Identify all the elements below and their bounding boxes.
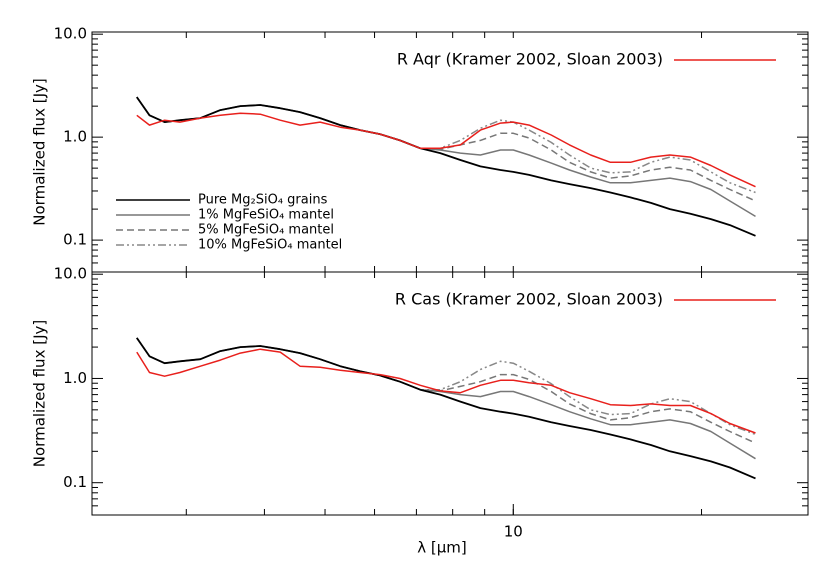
series-line	[136, 96, 756, 194]
x-tick-label: 10	[504, 523, 523, 541]
y-tick-label: 1.0	[63, 369, 87, 387]
y-tick-label: 1.0	[63, 128, 87, 146]
series-line	[136, 112, 756, 188]
series-line	[136, 337, 756, 436]
series-line	[136, 96, 756, 202]
legend-label: 1% MgFeSiO₄ mantel	[198, 208, 334, 223]
y-axis-label: Normalized flux [Jy]	[31, 78, 49, 225]
x-axis-label: λ [μm]	[417, 539, 467, 557]
series-line	[136, 348, 756, 434]
legend-label: 5% MgFeSiO₄ mantel	[198, 223, 334, 238]
legend-label: 10% MgFeSiO₄ mantel	[198, 238, 342, 253]
series-line	[136, 337, 756, 480]
y-tick-label: 0.1	[63, 473, 87, 491]
y-axis-label: Normalized flux [Jy]	[31, 320, 49, 467]
series-line	[136, 337, 756, 444]
legend-label: Pure Mg₂SiO₄ grains	[198, 193, 328, 208]
legend-label: R Aqr (Kramer 2002, Sloan 2003)	[397, 50, 663, 69]
y-tick-label: 0.1	[63, 231, 87, 249]
y-tick-label: 10.0	[54, 25, 87, 43]
plot-frame	[91, 271, 809, 516]
series-line	[136, 96, 756, 237]
series-line	[136, 337, 756, 460]
y-tick-label: 10.0	[54, 265, 87, 283]
legend-label: R Cas (Kramer 2002, Sloan 2003)	[395, 290, 663, 309]
